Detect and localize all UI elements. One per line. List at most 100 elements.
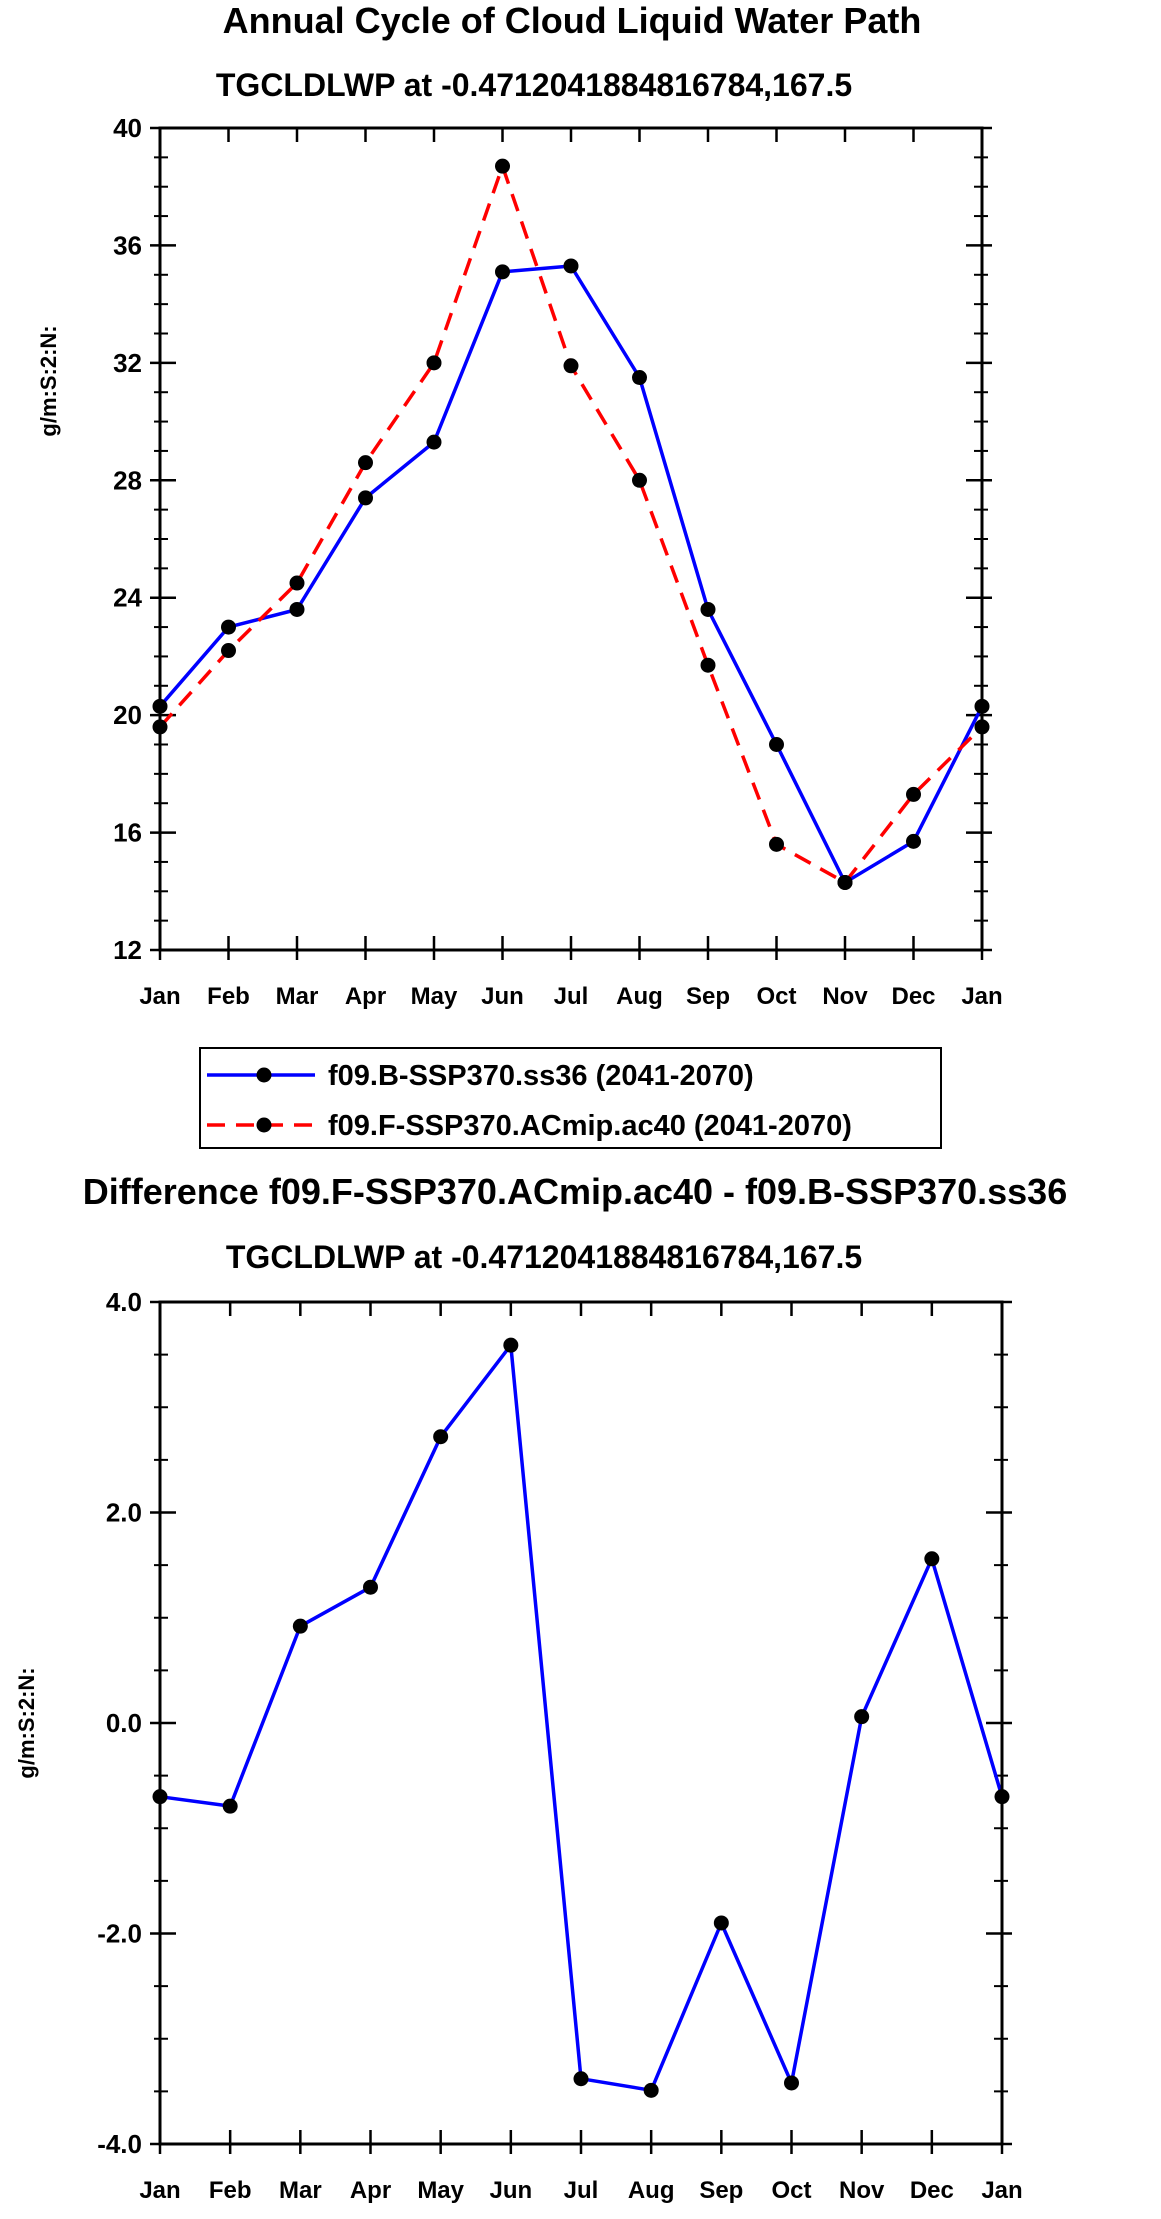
x-tick-label: Nov — [822, 983, 868, 1010]
series-2-point — [289, 575, 305, 591]
x-tick-label: Dec — [910, 2177, 954, 2204]
series-1-point — [643, 2082, 659, 2098]
chart2-plot-frame — [158, 1300, 1004, 2146]
legend-label-series-1: f09.B-SSP370.ss36 (2041-2070) — [328, 1060, 754, 1092]
legend-box — [199, 1047, 942, 1149]
series-1-point — [854, 1709, 870, 1725]
y-tick-label: 20 — [113, 700, 142, 730]
series-1-point — [713, 1915, 729, 1931]
chart1-title: Annual Cycle of Cloud Liquid Water Path — [223, 0, 922, 41]
x-tick-label: Mar — [279, 2177, 322, 2204]
series-line-1 — [159, 1343, 1004, 2093]
x-tick-label: Mar — [276, 983, 319, 1010]
series-1-point — [292, 1618, 308, 1634]
chart1-axis-ticks — [150, 126, 992, 960]
x-tick-label: Nov — [839, 2177, 885, 2204]
x-tick-label: Oct — [756, 983, 796, 1010]
series-2-point — [700, 657, 716, 673]
x-tick-label: Feb — [207, 983, 250, 1010]
series-1-point — [433, 1429, 449, 1445]
series-1-point — [563, 258, 579, 274]
x-tick-label: Apr — [350, 2177, 391, 2204]
series-1-point — [363, 1579, 378, 1595]
x-tick-label: Jul — [554, 983, 589, 1010]
legend-label-series-2: f09.F-SSP370.ACmip.ac40 (2041-2070) — [328, 1110, 852, 1142]
x-tick-label: Jan — [139, 2177, 180, 2204]
series-1-point — [222, 1798, 238, 1814]
chart2-ylabel: g/m:S:2:N: — [14, 1667, 39, 1778]
chart2-series-lines — [159, 1343, 1004, 2093]
y-tick-label: 2.0 — [106, 1498, 142, 1528]
series-2-point — [906, 786, 921, 802]
x-tick-label: Dec — [891, 983, 935, 1010]
x-tick-label: Apr — [345, 983, 386, 1010]
x-tick-label: Oct — [771, 2177, 811, 2204]
y-tick-label: 4.0 — [106, 1287, 142, 1317]
series-1-point — [632, 370, 647, 386]
x-tick-label: Jul — [564, 2177, 599, 2204]
legend-marker-series-1 — [256, 1067, 272, 1083]
series-1-point — [769, 737, 784, 752]
series-1-point — [358, 490, 373, 506]
chart1-legend: f09.B-SSP370.ss36 (2041-2070) f09.F-SSP3… — [199, 1047, 942, 1149]
chart2-y-tick-labels: -4.0 -2.0 0.0 2.0 4.0 — [97, 1287, 142, 2159]
y-tick-label: 0.0 — [106, 1708, 142, 1738]
chart-difference: Difference f09.F-SSP370.ACmip.ac40 - f09… — [14, 1171, 1067, 2204]
chart-annual-cycle: Annual Cycle of Cloud Liquid Water Path … — [36, 0, 1003, 1149]
series-2-point — [221, 643, 236, 659]
x-tick-label: Aug — [616, 983, 663, 1010]
y-tick-label: 32 — [113, 348, 142, 378]
chart1-series-lines — [158, 164, 984, 885]
chart1-y-tick-labels: 12 16 20 24 28 32 36 40 — [113, 113, 142, 965]
y-tick-label: -4.0 — [97, 2129, 142, 2159]
x-tick-label: Jan — [961, 983, 1002, 1010]
y-tick-label: -2.0 — [97, 1919, 142, 1949]
series-1-point — [573, 2071, 589, 2087]
chart2-axis-ticks — [150, 1300, 1012, 2154]
series-1-point — [289, 601, 305, 617]
series-2-point — [426, 355, 442, 371]
x-tick-label: Jan — [139, 983, 180, 1010]
y-tick-label: 40 — [113, 113, 142, 143]
chart1-plot-frame — [158, 126, 984, 952]
series-1-point — [700, 601, 716, 617]
chart1-x-tick-labels: Jan Feb Mar Apr May Jun Jul Aug Sep Oct Nov Dec Jan — [139, 983, 1002, 1010]
series-2-point — [632, 472, 647, 488]
series-2-point — [495, 158, 510, 174]
series-1-point — [426, 434, 442, 450]
series-1-point — [221, 619, 236, 635]
chart1-subtitle: TGCLDLWP at -0.4712041884816784,167.5 — [216, 67, 852, 103]
x-tick-label: Feb — [209, 2177, 252, 2204]
x-tick-label: Jan — [981, 2177, 1022, 2204]
chart1-series-markers — [152, 158, 990, 890]
series-1-point — [924, 1551, 940, 1567]
series-1-point — [495, 264, 510, 280]
x-tick-label: Aug — [628, 2177, 675, 2204]
x-tick-label: Jun — [489, 2177, 532, 2204]
chart2-x-tick-labels: Jan Feb Mar Apr May Jun Jul Aug Sep Oct Nov Dec Jan — [139, 2177, 1022, 2204]
x-tick-label: Jun — [481, 983, 524, 1010]
series-2-point — [563, 358, 579, 374]
y-tick-label: 16 — [113, 818, 142, 848]
series-line-2 — [158, 164, 984, 885]
x-tick-label: Sep — [686, 983, 730, 1010]
chart2-series-markers — [152, 1337, 1010, 2098]
x-tick-label: Sep — [699, 2177, 743, 2204]
x-tick-label: May — [417, 2177, 464, 2204]
series-2-point — [837, 874, 853, 890]
chart2-title: Difference f09.F-SSP370.ACmip.ac40 - f09… — [83, 1171, 1067, 1212]
y-tick-label: 12 — [113, 935, 142, 965]
y-tick-label: 24 — [113, 583, 142, 613]
series-2-point — [358, 455, 373, 471]
series-2-point — [769, 836, 784, 852]
chart2-subtitle: TGCLDLWP at -0.4712041884816784,167.5 — [226, 1239, 862, 1275]
x-tick-label: May — [411, 983, 458, 1010]
series-1-point — [906, 833, 921, 849]
y-tick-label: 36 — [113, 230, 142, 260]
chart1-ylabel: g/m:S:2:N: — [36, 325, 61, 436]
y-tick-label: 28 — [113, 465, 142, 495]
legend-marker-series-2 — [256, 1117, 272, 1133]
series-1-point — [784, 2075, 799, 2091]
series-1-point — [503, 1337, 519, 1353]
